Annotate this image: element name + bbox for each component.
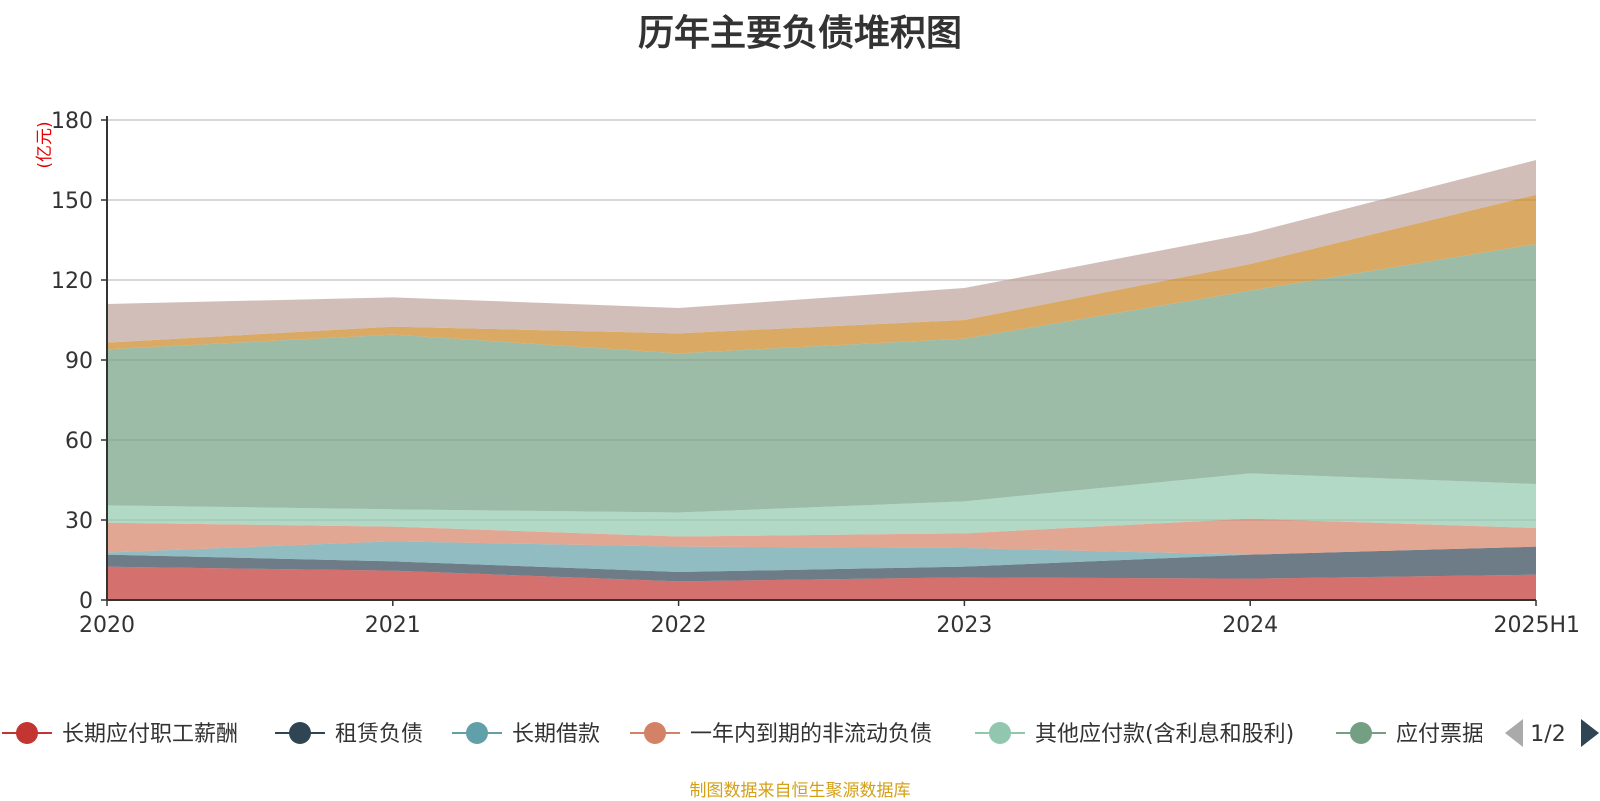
legend-marker-icon [16,722,38,744]
legend-marker-icon [1350,722,1372,744]
y-tick-label: 0 [79,589,93,614]
source-note: 制图数据来自恒生聚源数据库 [689,781,911,801]
legend-marker-icon [644,722,666,744]
legend-prev-icon[interactable] [1505,719,1523,747]
chart-title: 历年主要负债堆积图 [637,13,962,54]
x-tick-label: 2020 [79,613,135,638]
y-tick-label: 120 [51,269,93,294]
y-tick-label: 60 [65,429,93,454]
legend-label: 长期借款 [512,722,600,747]
legend-item-1[interactable]: 长期应付职工薪酬 [2,722,238,747]
legend-label: 应付票据 [1396,722,1484,747]
area-series [107,160,1536,600]
x-tick-label: 2022 [651,613,707,638]
x-tick-label: 2023 [936,613,992,638]
legend-item-6[interactable]: 应付票据 [1336,722,1484,747]
area-series-4 [107,518,1536,555]
legend-item-4[interactable]: 一年内到期的非流动负债 [630,722,932,747]
area-series-1 [107,566,1536,600]
area-series-8 [107,160,1536,343]
legend-item-2[interactable]: 租赁负债 [275,722,423,747]
legend-item-3[interactable]: 长期借款 [452,722,600,747]
legend-marker-icon [989,722,1011,744]
y-tick-label: 30 [65,509,93,534]
legend-item-5[interactable]: 其他应付款(含利息和股利) [975,722,1294,747]
legend-page-indicator: 1/2 [1530,722,1565,747]
legend[interactable]: 长期应付职工薪酬 租赁负债 长期借款 一年内到期的非流动负债 其他应付款(含利息和股利)… [2,722,1484,747]
legend-marker-icon [289,722,311,744]
y-tick-label: 180 [51,109,93,134]
area-series-7 [107,194,1536,354]
area-series-6 [107,244,1536,513]
legend-next-icon[interactable] [1581,719,1599,747]
x-tick-label: 2024 [1222,613,1278,638]
legend-marker-icon [466,722,488,744]
legend-label: 其他应付款(含利息和股利) [1035,722,1294,747]
y-tick-label: 90 [65,349,93,374]
y-tick-label: 150 [51,189,93,214]
axes: 0 30 60 90 120 150 180 2020 2021 2022 2023 2024 2025… [51,109,1580,638]
x-tick-label: 2021 [365,613,421,638]
x-tick-label: 2025H1 [1493,613,1580,638]
legend-label: 一年内到期的非流动负债 [690,722,932,747]
legend-label: 租赁负债 [335,722,423,747]
area-series-2 [107,546,1536,582]
legend-pager[interactable]: 1/2 [1505,719,1599,747]
area-series-5 [107,473,1536,537]
area-series-3 [107,541,1536,572]
unit-label: (亿元) [35,121,55,168]
legend-label: 长期应付职工薪酬 [62,722,238,747]
